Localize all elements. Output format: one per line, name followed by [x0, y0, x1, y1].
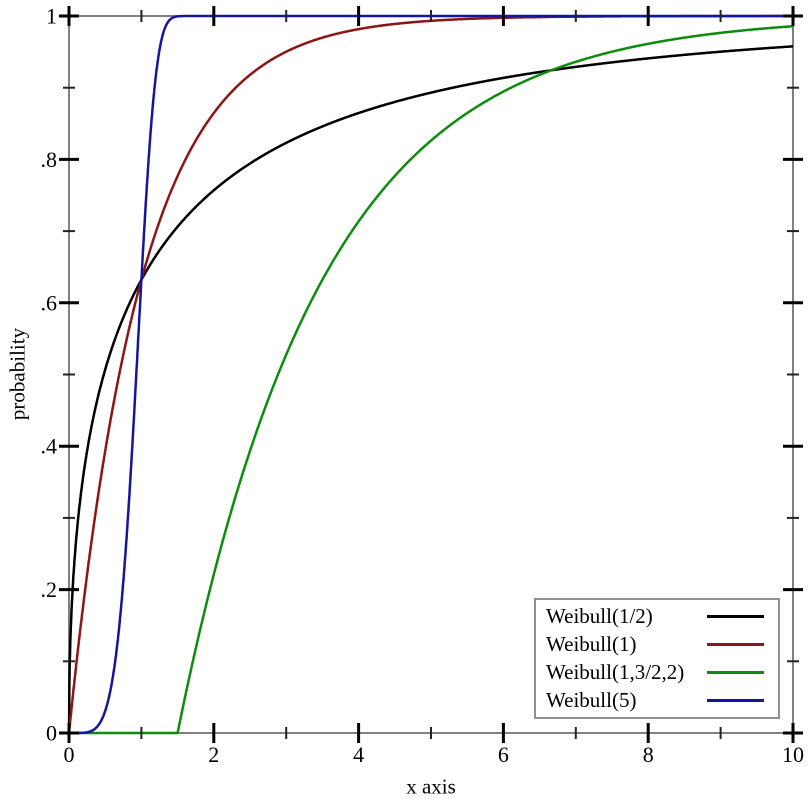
legend-line-sample [707, 643, 764, 647]
legend-label: Weibull(1) [546, 632, 637, 657]
x-tick-label: 8 [643, 742, 654, 767]
y-tick-label: .2 [41, 577, 58, 602]
x-tick-label: 2 [208, 742, 219, 767]
legend-line-sample [707, 670, 764, 674]
x-tick-label: 4 [353, 742, 364, 767]
y-tick-label: .4 [41, 434, 58, 459]
legend-item: Weibull(5) [536, 687, 778, 712]
y-tick-label: .8 [41, 147, 58, 172]
x-tick-label: 10 [782, 742, 804, 767]
series-curve-2 [68, 24, 794, 735]
legend-item: Weibull(1/2) [536, 606, 778, 627]
y-tick-label: .6 [41, 290, 58, 315]
y-tick-label: 1 [46, 4, 57, 29]
legend-item: Weibull(1) [536, 634, 778, 655]
legend-label: Weibull(5) [546, 687, 637, 712]
y-tick-label: 0 [46, 721, 57, 746]
legend-line-sample [707, 615, 764, 619]
legend-item: Weibull(1,3/2,2) [536, 659, 778, 684]
x-axis-title: x axis [406, 774, 456, 799]
series-curve-0 [67, 45, 794, 734]
legend: Weibull(1/2) Weibull(1) Weibull(1,3/2,2)… [534, 598, 780, 719]
legend-label: Weibull(1,3/2,2) [546, 659, 685, 684]
legend-label: Weibull(1/2) [546, 604, 653, 629]
x-tick-label: 0 [64, 742, 75, 767]
y-axis-title: probability [5, 327, 30, 421]
x-tick-label: 6 [498, 742, 509, 767]
legend-line-sample [707, 698, 764, 702]
